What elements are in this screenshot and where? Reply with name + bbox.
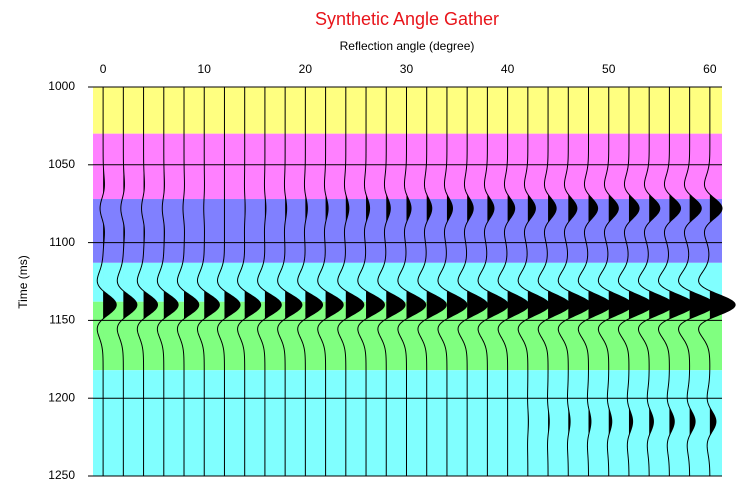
y-axis-label: Time (ms) [16, 255, 30, 309]
layer [93, 370, 722, 476]
trace [317, 87, 344, 476]
x-tick-label: 40 [501, 62, 515, 76]
trace [597, 87, 633, 477]
trace [617, 87, 654, 477]
trace [156, 87, 179, 476]
trace [357, 87, 385, 476]
trace [277, 87, 303, 476]
trace [196, 87, 220, 476]
chart-title: Synthetic Angle Gather [315, 9, 499, 29]
layer [93, 87, 722, 134]
x-tick-label: 20 [299, 62, 313, 76]
trace [437, 87, 468, 476]
x-tick-label: 10 [198, 62, 212, 76]
trace [217, 87, 241, 476]
trace [337, 87, 365, 476]
y-tick-label: 1050 [48, 157, 75, 171]
trace [176, 87, 200, 476]
trace [477, 87, 509, 476]
trace [678, 87, 716, 477]
y-tick-label: 1200 [48, 390, 75, 404]
y-tick-label: 1250 [48, 468, 75, 482]
y-tick-label: 1100 [49, 235, 75, 249]
trace [517, 87, 550, 476]
layer [93, 133, 722, 200]
trace [257, 87, 282, 476]
x-tick-label: 50 [602, 62, 616, 76]
trace [377, 87, 406, 476]
trace [297, 87, 324, 476]
y-tick-label: 1000 [48, 79, 75, 93]
x-tick-label: 60 [703, 62, 717, 76]
x-tick-label: 30 [400, 62, 414, 76]
trace [657, 87, 695, 477]
trace [698, 87, 736, 477]
trace [557, 87, 592, 477]
trace [537, 87, 571, 477]
trace [136, 87, 159, 476]
x-axis-label: Reflection angle (degree) [340, 39, 475, 53]
trace [237, 87, 262, 476]
y-tick-label: 1150 [49, 313, 75, 327]
trace [116, 87, 138, 476]
trace [417, 87, 447, 476]
trace [397, 87, 427, 476]
trace [637, 87, 674, 477]
trace [497, 87, 530, 476]
trace [96, 87, 117, 476]
trace [577, 87, 612, 477]
trace [457, 87, 489, 476]
x-tick-label: 0 [100, 62, 107, 76]
